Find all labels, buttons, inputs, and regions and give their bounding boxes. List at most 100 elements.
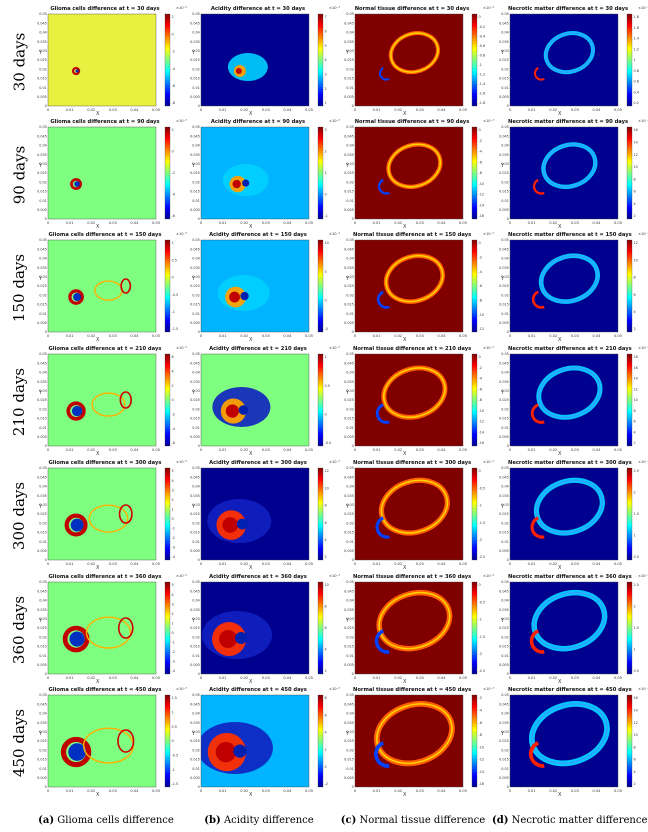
x-tick-label: 0 [509, 676, 512, 680]
panel-title: Necrotic matter difference at t = 150 da… [508, 232, 632, 238]
heatmap-svg: 0 0.01 0.02 0.03 0.04 0.05 0 0.005 0.01 0.015 0.02… [344, 125, 484, 225]
y-tick-label: 0.005 [190, 208, 200, 212]
x-tick-label: 0.01 [219, 448, 227, 452]
x-tick-label: 0.04 [592, 676, 601, 680]
colorbar-tick-label: -6 [479, 160, 482, 164]
heatmap-field [510, 240, 618, 332]
x-tick-label: 0.04 [437, 334, 446, 338]
x-tick-label: 0 [509, 108, 512, 112]
x-tick-label: 0.02 [394, 108, 402, 112]
y-tick-label: 0.025 [37, 398, 47, 402]
x-tick-label: 0.01 [219, 562, 227, 566]
heatmap-features [62, 616, 134, 653]
y-tick-label: 0.03 [346, 503, 354, 507]
x-tick-label: 0 [200, 676, 203, 680]
subfigure-tag: (b) [204, 815, 221, 826]
x-axis-label: X [403, 565, 407, 571]
y-tick-label: 0.02 [346, 67, 354, 71]
y-tick-label: 0.01 [501, 199, 509, 203]
heatmap-field [48, 240, 156, 332]
colorbar-tick-label: -8 [479, 171, 482, 175]
x-tick-label: 0.04 [130, 562, 139, 566]
y-tick-label: 0.005 [499, 435, 509, 439]
y-tick-label: 0.015 [499, 77, 509, 81]
heatmap-panel: Glioma cells difference at t = 150 days ×… [37, 232, 192, 344]
colorbar-tick-label: 4 [634, 202, 636, 206]
x-tick-label: 0.05 [459, 221, 467, 225]
y-tick-label: 0.045 [37, 361, 47, 365]
x-axis-label: X [96, 565, 100, 571]
y-tick-label: 0.01 [39, 540, 47, 544]
colorbar-scale-label: ×10⁻³ [638, 460, 648, 464]
y-tick-label: 0.025 [499, 512, 509, 516]
y-tick-label: 0.035 [344, 721, 354, 725]
colorbar [164, 239, 171, 333]
y-tick-label: 0.04 [346, 31, 354, 35]
x-tick-label: 0.05 [459, 448, 467, 452]
y-tick-label: 0.04 [501, 257, 509, 261]
x-tick-label: 0 [509, 334, 512, 338]
y-tick-label: 0 [198, 558, 200, 562]
heatmap-svg: 0 0.01 0.02 0.03 0.04 0.05 0 0.005 0.01 0.015 0.02… [37, 580, 175, 680]
y-tick-label: 0.04 [39, 485, 47, 489]
colorbar-tick-label: 2.5 [634, 583, 639, 587]
x-tick-label: 0.05 [614, 221, 622, 225]
y-axis-label: Y [39, 390, 43, 396]
panel-title: Normal tissue difference at t = 450 days [353, 687, 472, 693]
x-tick-label: 0.03 [416, 334, 424, 338]
y-tick-label: 0.045 [499, 589, 509, 593]
colorbar-scale-label: ×10⁻³ [176, 232, 187, 236]
heatmap-features [217, 275, 270, 312]
y-tick-label: 0.03 [501, 617, 509, 621]
heatmap-svg: 0 0.01 0.02 0.03 0.04 0.05 0 0.005 0.01 0.015 0.02… [190, 238, 329, 338]
x-tick-label: 0.01 [528, 562, 536, 566]
x-tick-label: 0.03 [571, 448, 579, 452]
y-tick-label: 0.03 [39, 389, 47, 393]
x-tick-label: 0.05 [305, 789, 313, 793]
panel-title: Glioma cells difference at t = 30 days [50, 6, 160, 12]
colorbar-tick-label: -4 [479, 377, 482, 381]
y-tick-label: 0.02 [192, 521, 200, 525]
x-tick-label: 0.02 [87, 562, 95, 566]
colorbar-scale-label: ×10⁻³ [176, 6, 187, 10]
y-tick-label: 0.005 [499, 95, 509, 99]
y-tick-label: 0.05 [192, 580, 200, 584]
x-tick-label: 0.05 [305, 334, 313, 338]
x-tick-label: 0 [354, 789, 357, 793]
panel-title: Normal tissue difference at t = 210 days [353, 346, 472, 352]
x-tick-label: 0 [509, 221, 512, 225]
y-tick-label: 0.005 [344, 663, 354, 667]
y-axis-label: Y [192, 731, 196, 737]
y-tick-label: 0.025 [37, 739, 47, 743]
row-label-text: 450 days [10, 708, 28, 778]
colorbar-tick-label: -1.5 [172, 782, 179, 786]
colorbar [471, 126, 478, 220]
colorbar-tick-label: 6 [325, 521, 327, 525]
y-axis-label: Y [501, 504, 505, 510]
y-tick-label: 0.015 [344, 758, 354, 762]
colorbar-tick-label: -2 [325, 782, 328, 786]
y-tick-label: 0.03 [501, 49, 509, 53]
y-tick-label: 0.045 [190, 21, 200, 25]
colorbar-tick-label: -2 [479, 652, 482, 656]
colorbar-tick-label: 14 [634, 140, 638, 144]
y-tick-label: 0.005 [37, 663, 47, 667]
colorbar-tick-label: 10 [634, 733, 638, 737]
colorbar-tick-label: 0 [325, 413, 327, 417]
colorbar [471, 239, 478, 333]
y-tick-label: 0 [45, 330, 47, 334]
y-axis-label: Y [501, 163, 505, 169]
y-tick-label: 0.02 [346, 293, 354, 297]
y-tick-label: 0.02 [39, 293, 47, 297]
heatmap-features [379, 31, 440, 81]
y-axis-label: Y [39, 731, 43, 737]
y-tick-label: 0 [507, 558, 509, 562]
y-tick-label: 0.015 [190, 190, 200, 194]
colorbar-tick-label: 2 [634, 214, 636, 218]
x-tick-label: 0.01 [66, 221, 74, 225]
colorbar-tick-label: 0 [479, 583, 481, 587]
colorbar-tick-label: -4 [479, 150, 482, 154]
y-tick-label: 0.045 [344, 702, 354, 706]
colorbar-tick-label: 10 [325, 241, 329, 245]
colorbar-tick-label: 1 [634, 648, 636, 652]
